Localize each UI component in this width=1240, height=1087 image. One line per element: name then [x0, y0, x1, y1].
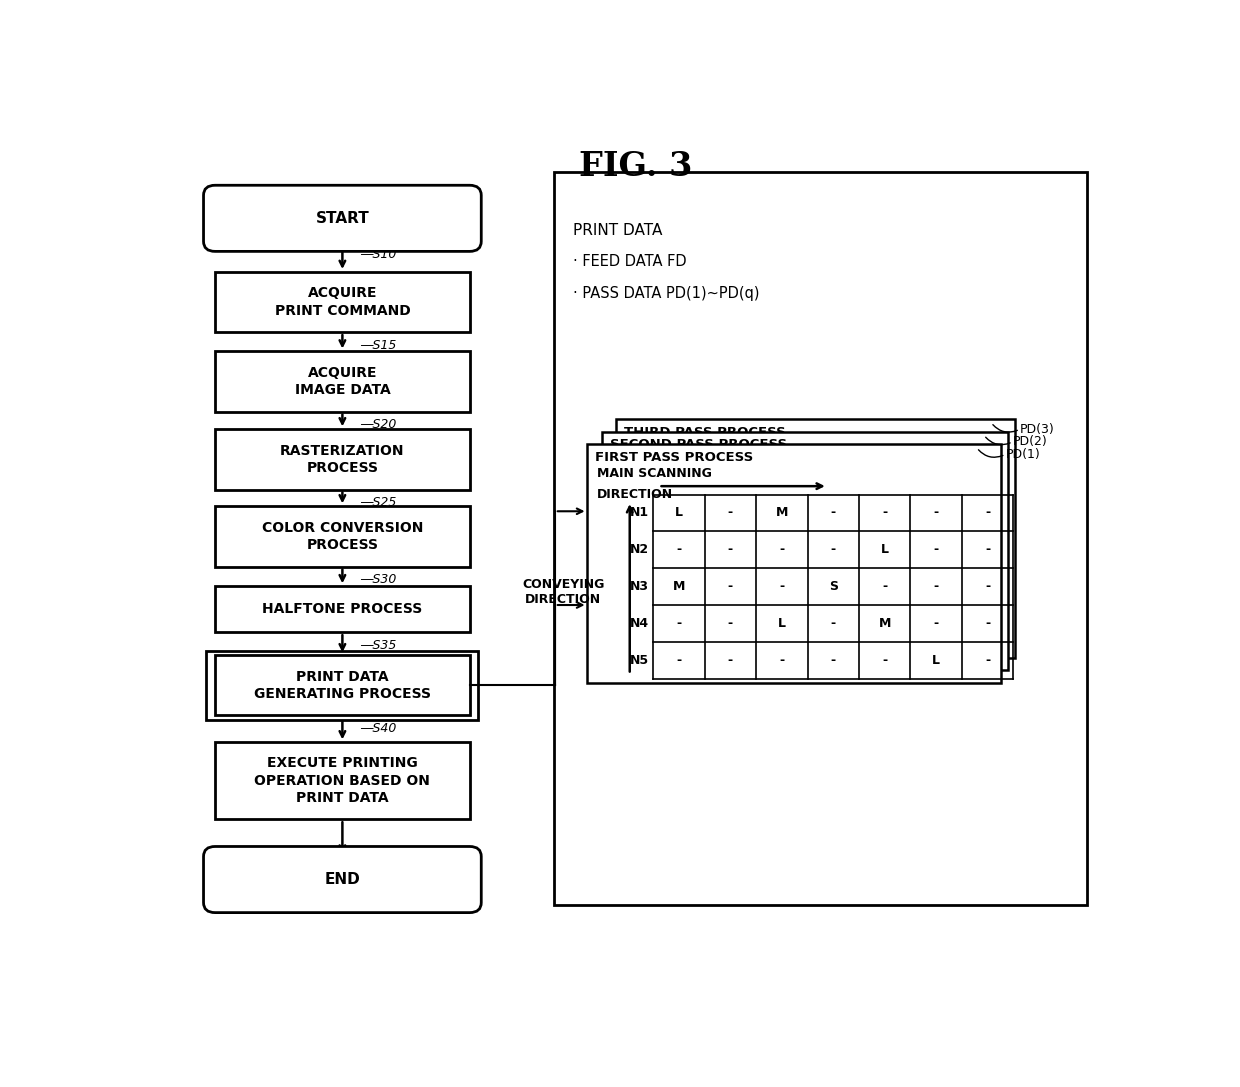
Text: FIRST PASS PROCESS: FIRST PASS PROCESS — [595, 451, 754, 464]
Text: -: - — [985, 544, 990, 557]
Text: ACQUIRE
IMAGE DATA: ACQUIRE IMAGE DATA — [295, 366, 391, 397]
Text: ―S35: ―S35 — [360, 639, 396, 652]
Bar — [215, 507, 470, 566]
Text: -: - — [779, 580, 785, 594]
Text: ACQUIRE
PRINT COMMAND: ACQUIRE PRINT COMMAND — [274, 286, 410, 317]
Text: -: - — [831, 653, 836, 666]
Text: · · ·: · · · — [723, 411, 769, 453]
Text: RASTERIZATION
PROCESS: RASTERIZATION PROCESS — [280, 443, 404, 475]
Text: ―S15: ―S15 — [360, 339, 396, 352]
Text: -: - — [882, 507, 887, 520]
Text: -: - — [985, 653, 990, 666]
Text: -: - — [728, 544, 733, 557]
Text: L: L — [675, 507, 683, 520]
Text: PD(1): PD(1) — [1006, 448, 1040, 461]
Text: SECOND PASS PROCESS: SECOND PASS PROCESS — [610, 438, 786, 451]
Text: EXECUTE PRINTING
OPERATION BASED ON
PRINT DATA: EXECUTE PRINTING OPERATION BASED ON PRIN… — [254, 757, 430, 805]
Text: -: - — [985, 617, 990, 630]
Text: ―S10: ―S10 — [360, 248, 396, 261]
Text: -: - — [677, 653, 682, 666]
FancyBboxPatch shape — [203, 847, 481, 913]
Bar — [215, 655, 470, 715]
Text: HALFTONE PROCESS: HALFTONE PROCESS — [263, 602, 423, 616]
Text: M: M — [673, 580, 686, 594]
Text: ―S25: ―S25 — [360, 496, 396, 509]
Text: START: START — [315, 211, 370, 226]
Bar — [588, 445, 1001, 683]
Text: -: - — [728, 653, 733, 666]
Text: PRINT DATA
GENERATING PROCESS: PRINT DATA GENERATING PROCESS — [254, 670, 430, 701]
Text: -: - — [728, 580, 733, 594]
Text: ―S20: ―S20 — [360, 418, 396, 432]
Text: N3: N3 — [630, 580, 650, 594]
Text: N1: N1 — [630, 507, 650, 520]
Text: · FEED DATA FD: · FEED DATA FD — [573, 254, 687, 270]
Text: -: - — [934, 507, 939, 520]
Bar — [616, 420, 1016, 658]
Text: L: L — [777, 617, 786, 630]
Text: N4: N4 — [630, 617, 650, 630]
Text: -: - — [831, 507, 836, 520]
Text: -: - — [831, 617, 836, 630]
Text: -: - — [831, 544, 836, 557]
Text: · PASS DATA PD(1)∼PD(q): · PASS DATA PD(1)∼PD(q) — [573, 286, 760, 301]
Text: S: S — [828, 580, 838, 594]
Text: DIRECTION: DIRECTION — [596, 488, 673, 501]
Text: -: - — [882, 580, 887, 594]
Text: ―S40: ―S40 — [360, 722, 396, 735]
Bar — [554, 172, 1087, 904]
Bar — [215, 586, 470, 633]
Text: MAIN SCANNING: MAIN SCANNING — [596, 467, 712, 480]
Bar — [215, 742, 470, 820]
Text: N5: N5 — [630, 653, 650, 666]
Text: PD(2): PD(2) — [1013, 435, 1048, 448]
Text: -: - — [728, 507, 733, 520]
Text: END: END — [325, 872, 361, 887]
Bar — [215, 272, 470, 333]
Text: -: - — [677, 617, 682, 630]
Text: -: - — [779, 653, 785, 666]
Text: -: - — [934, 617, 939, 630]
Text: FIG. 3: FIG. 3 — [579, 150, 692, 183]
Text: -: - — [882, 653, 887, 666]
Text: PD(3): PD(3) — [1019, 423, 1055, 436]
Text: -: - — [985, 580, 990, 594]
Text: -: - — [934, 580, 939, 594]
Text: L: L — [932, 653, 940, 666]
Text: M: M — [878, 617, 890, 630]
Text: -: - — [934, 544, 939, 557]
FancyBboxPatch shape — [203, 185, 481, 251]
Bar — [601, 432, 1008, 671]
Text: M: M — [776, 507, 787, 520]
Text: -: - — [677, 544, 682, 557]
Text: N2: N2 — [630, 544, 650, 557]
Text: ―S30: ―S30 — [360, 573, 396, 586]
Text: -: - — [985, 507, 990, 520]
Bar — [215, 429, 470, 489]
Text: -: - — [779, 544, 785, 557]
Text: -: - — [728, 617, 733, 630]
Text: CONVEYING
DIRECTION: CONVEYING DIRECTION — [522, 578, 605, 607]
Text: L: L — [880, 544, 889, 557]
Text: THIRD PASS PROCESS: THIRD PASS PROCESS — [624, 426, 786, 439]
Bar — [206, 651, 479, 720]
Text: PRINT DATA: PRINT DATA — [573, 223, 662, 237]
Bar — [215, 351, 470, 412]
Text: COLOR CONVERSION
PROCESS: COLOR CONVERSION PROCESS — [262, 521, 423, 552]
